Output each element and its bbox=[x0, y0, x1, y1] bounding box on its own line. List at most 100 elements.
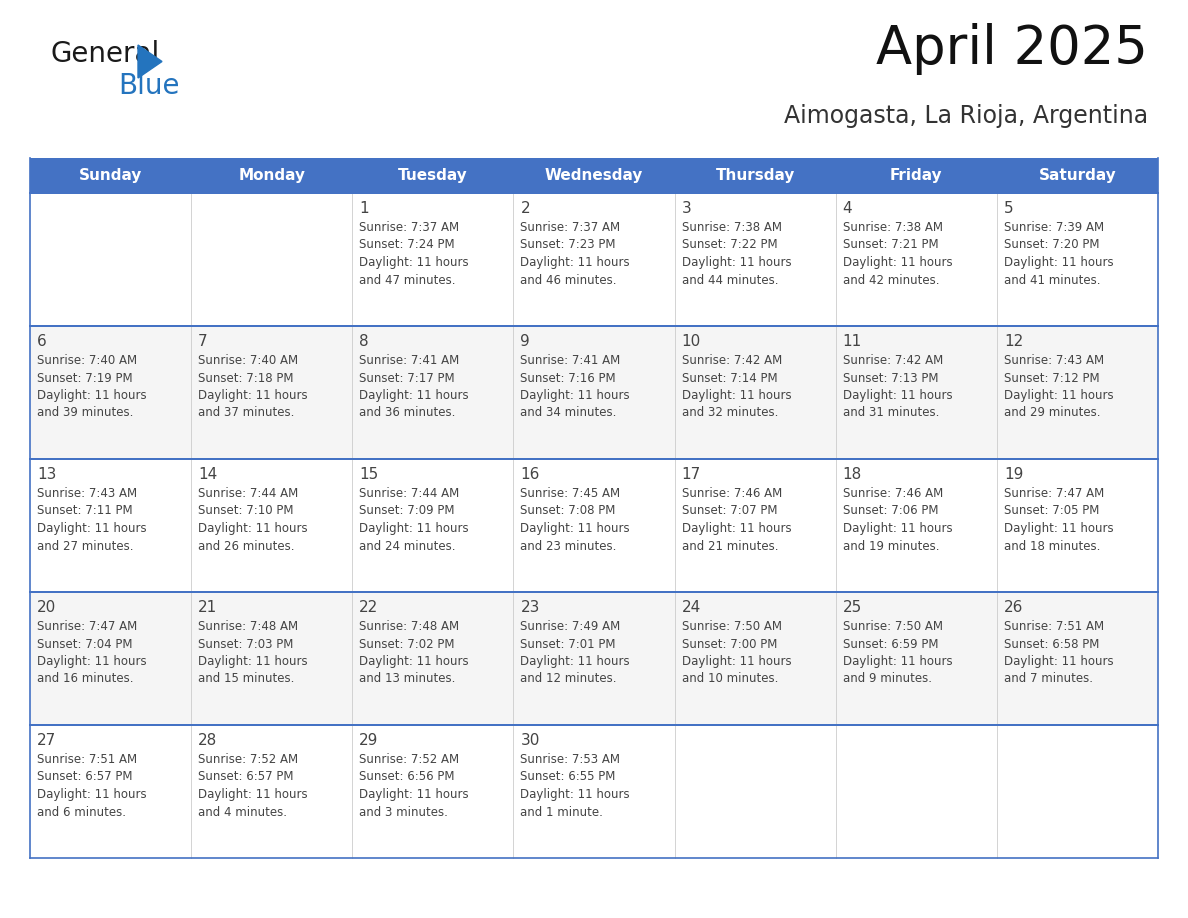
Text: Sunrise: 7:40 AM
Sunset: 7:18 PM
Daylight: 11 hours
and 37 minutes.: Sunrise: 7:40 AM Sunset: 7:18 PM Dayligh… bbox=[198, 354, 308, 420]
Text: 13: 13 bbox=[37, 467, 56, 482]
Text: 17: 17 bbox=[682, 467, 701, 482]
Bar bbox=[675, 193, 835, 326]
Bar bbox=[835, 725, 997, 858]
Bar bbox=[353, 326, 513, 459]
Bar bbox=[191, 326, 353, 459]
Bar bbox=[997, 592, 1158, 725]
Bar bbox=[513, 592, 675, 725]
Text: 9: 9 bbox=[520, 334, 530, 349]
Text: Sunrise: 7:43 AM
Sunset: 7:11 PM
Daylight: 11 hours
and 27 minutes.: Sunrise: 7:43 AM Sunset: 7:11 PM Dayligh… bbox=[37, 487, 146, 553]
Bar bbox=[353, 459, 513, 592]
Text: 8: 8 bbox=[359, 334, 369, 349]
Text: Monday: Monday bbox=[239, 168, 305, 183]
Text: Tuesday: Tuesday bbox=[398, 168, 468, 183]
Text: 2: 2 bbox=[520, 201, 530, 216]
Text: Sunrise: 7:46 AM
Sunset: 7:06 PM
Daylight: 11 hours
and 19 minutes.: Sunrise: 7:46 AM Sunset: 7:06 PM Dayligh… bbox=[842, 487, 953, 553]
Bar bbox=[997, 459, 1158, 592]
Text: Blue: Blue bbox=[118, 72, 179, 100]
Bar bbox=[675, 459, 835, 592]
Bar bbox=[997, 725, 1158, 858]
Text: 6: 6 bbox=[37, 334, 46, 349]
Bar bbox=[191, 592, 353, 725]
Text: Sunrise: 7:48 AM
Sunset: 7:03 PM
Daylight: 11 hours
and 15 minutes.: Sunrise: 7:48 AM Sunset: 7:03 PM Dayligh… bbox=[198, 620, 308, 686]
Text: 12: 12 bbox=[1004, 334, 1023, 349]
Text: Sunrise: 7:51 AM
Sunset: 6:57 PM
Daylight: 11 hours
and 6 minutes.: Sunrise: 7:51 AM Sunset: 6:57 PM Dayligh… bbox=[37, 753, 146, 819]
Bar bbox=[513, 193, 675, 326]
Text: 21: 21 bbox=[198, 600, 217, 615]
Text: 11: 11 bbox=[842, 334, 862, 349]
Text: Sunrise: 7:41 AM
Sunset: 7:16 PM
Daylight: 11 hours
and 34 minutes.: Sunrise: 7:41 AM Sunset: 7:16 PM Dayligh… bbox=[520, 354, 630, 420]
Bar bbox=[835, 592, 997, 725]
Bar bbox=[835, 193, 997, 326]
Bar bbox=[835, 459, 997, 592]
Text: 27: 27 bbox=[37, 733, 56, 748]
Text: 14: 14 bbox=[198, 467, 217, 482]
Text: 19: 19 bbox=[1004, 467, 1023, 482]
Text: Wednesday: Wednesday bbox=[545, 168, 643, 183]
Bar bbox=[835, 326, 997, 459]
Text: Sunrise: 7:45 AM
Sunset: 7:08 PM
Daylight: 11 hours
and 23 minutes.: Sunrise: 7:45 AM Sunset: 7:08 PM Dayligh… bbox=[520, 487, 630, 553]
Text: Saturday: Saturday bbox=[1038, 168, 1117, 183]
Text: 7: 7 bbox=[198, 334, 208, 349]
Bar bbox=[997, 326, 1158, 459]
Text: Sunrise: 7:37 AM
Sunset: 7:23 PM
Daylight: 11 hours
and 46 minutes.: Sunrise: 7:37 AM Sunset: 7:23 PM Dayligh… bbox=[520, 221, 630, 286]
Bar bbox=[353, 193, 513, 326]
Bar bbox=[30, 592, 191, 725]
Text: 28: 28 bbox=[198, 733, 217, 748]
Text: Sunrise: 7:51 AM
Sunset: 6:58 PM
Daylight: 11 hours
and 7 minutes.: Sunrise: 7:51 AM Sunset: 6:58 PM Dayligh… bbox=[1004, 620, 1113, 686]
Bar bbox=[353, 725, 513, 858]
Bar bbox=[191, 725, 353, 858]
Text: 30: 30 bbox=[520, 733, 539, 748]
Bar bbox=[30, 193, 191, 326]
Text: 1: 1 bbox=[359, 201, 369, 216]
Text: Sunrise: 7:38 AM
Sunset: 7:22 PM
Daylight: 11 hours
and 44 minutes.: Sunrise: 7:38 AM Sunset: 7:22 PM Dayligh… bbox=[682, 221, 791, 286]
Bar bbox=[30, 326, 191, 459]
Text: Sunrise: 7:47 AM
Sunset: 7:04 PM
Daylight: 11 hours
and 16 minutes.: Sunrise: 7:47 AM Sunset: 7:04 PM Dayligh… bbox=[37, 620, 146, 686]
Text: 15: 15 bbox=[359, 467, 379, 482]
Text: Sunrise: 7:52 AM
Sunset: 6:57 PM
Daylight: 11 hours
and 4 minutes.: Sunrise: 7:52 AM Sunset: 6:57 PM Dayligh… bbox=[198, 753, 308, 819]
Text: General: General bbox=[50, 40, 159, 68]
Bar bbox=[191, 193, 353, 326]
Text: Sunrise: 7:50 AM
Sunset: 6:59 PM
Daylight: 11 hours
and 9 minutes.: Sunrise: 7:50 AM Sunset: 6:59 PM Dayligh… bbox=[842, 620, 953, 686]
Text: 29: 29 bbox=[359, 733, 379, 748]
Text: 10: 10 bbox=[682, 334, 701, 349]
Text: Friday: Friday bbox=[890, 168, 942, 183]
Text: Sunrise: 7:47 AM
Sunset: 7:05 PM
Daylight: 11 hours
and 18 minutes.: Sunrise: 7:47 AM Sunset: 7:05 PM Dayligh… bbox=[1004, 487, 1113, 553]
Text: Sunrise: 7:44 AM
Sunset: 7:09 PM
Daylight: 11 hours
and 24 minutes.: Sunrise: 7:44 AM Sunset: 7:09 PM Dayligh… bbox=[359, 487, 469, 553]
Text: Sunrise: 7:49 AM
Sunset: 7:01 PM
Daylight: 11 hours
and 12 minutes.: Sunrise: 7:49 AM Sunset: 7:01 PM Dayligh… bbox=[520, 620, 630, 686]
Text: Sunrise: 7:42 AM
Sunset: 7:13 PM
Daylight: 11 hours
and 31 minutes.: Sunrise: 7:42 AM Sunset: 7:13 PM Dayligh… bbox=[842, 354, 953, 420]
Text: Sunrise: 7:40 AM
Sunset: 7:19 PM
Daylight: 11 hours
and 39 minutes.: Sunrise: 7:40 AM Sunset: 7:19 PM Dayligh… bbox=[37, 354, 146, 420]
Text: 25: 25 bbox=[842, 600, 862, 615]
Text: 26: 26 bbox=[1004, 600, 1023, 615]
Text: Sunrise: 7:52 AM
Sunset: 6:56 PM
Daylight: 11 hours
and 3 minutes.: Sunrise: 7:52 AM Sunset: 6:56 PM Dayligh… bbox=[359, 753, 469, 819]
Text: Sunrise: 7:50 AM
Sunset: 7:00 PM
Daylight: 11 hours
and 10 minutes.: Sunrise: 7:50 AM Sunset: 7:00 PM Dayligh… bbox=[682, 620, 791, 686]
Text: Sunrise: 7:53 AM
Sunset: 6:55 PM
Daylight: 11 hours
and 1 minute.: Sunrise: 7:53 AM Sunset: 6:55 PM Dayligh… bbox=[520, 753, 630, 819]
Text: 18: 18 bbox=[842, 467, 862, 482]
Bar bbox=[513, 725, 675, 858]
Bar bbox=[513, 459, 675, 592]
Bar bbox=[675, 592, 835, 725]
Text: Sunrise: 7:38 AM
Sunset: 7:21 PM
Daylight: 11 hours
and 42 minutes.: Sunrise: 7:38 AM Sunset: 7:21 PM Dayligh… bbox=[842, 221, 953, 286]
Bar bbox=[30, 459, 191, 592]
Bar bbox=[30, 158, 1158, 193]
Bar bbox=[30, 725, 191, 858]
Text: Sunrise: 7:42 AM
Sunset: 7:14 PM
Daylight: 11 hours
and 32 minutes.: Sunrise: 7:42 AM Sunset: 7:14 PM Dayligh… bbox=[682, 354, 791, 420]
Bar bbox=[353, 592, 513, 725]
Text: Sunrise: 7:41 AM
Sunset: 7:17 PM
Daylight: 11 hours
and 36 minutes.: Sunrise: 7:41 AM Sunset: 7:17 PM Dayligh… bbox=[359, 354, 469, 420]
Text: 23: 23 bbox=[520, 600, 539, 615]
Text: Sunrise: 7:44 AM
Sunset: 7:10 PM
Daylight: 11 hours
and 26 minutes.: Sunrise: 7:44 AM Sunset: 7:10 PM Dayligh… bbox=[198, 487, 308, 553]
Bar bbox=[997, 193, 1158, 326]
Bar bbox=[675, 725, 835, 858]
Text: Sunrise: 7:39 AM
Sunset: 7:20 PM
Daylight: 11 hours
and 41 minutes.: Sunrise: 7:39 AM Sunset: 7:20 PM Dayligh… bbox=[1004, 221, 1113, 286]
Text: 5: 5 bbox=[1004, 201, 1013, 216]
Text: 24: 24 bbox=[682, 600, 701, 615]
Text: 3: 3 bbox=[682, 201, 691, 216]
Text: Sunrise: 7:43 AM
Sunset: 7:12 PM
Daylight: 11 hours
and 29 minutes.: Sunrise: 7:43 AM Sunset: 7:12 PM Dayligh… bbox=[1004, 354, 1113, 420]
Text: Sunrise: 7:48 AM
Sunset: 7:02 PM
Daylight: 11 hours
and 13 minutes.: Sunrise: 7:48 AM Sunset: 7:02 PM Dayligh… bbox=[359, 620, 469, 686]
Bar bbox=[191, 459, 353, 592]
Bar bbox=[513, 326, 675, 459]
Text: Sunrise: 7:46 AM
Sunset: 7:07 PM
Daylight: 11 hours
and 21 minutes.: Sunrise: 7:46 AM Sunset: 7:07 PM Dayligh… bbox=[682, 487, 791, 553]
Bar bbox=[675, 326, 835, 459]
Polygon shape bbox=[138, 45, 162, 78]
Text: Thursday: Thursday bbox=[715, 168, 795, 183]
